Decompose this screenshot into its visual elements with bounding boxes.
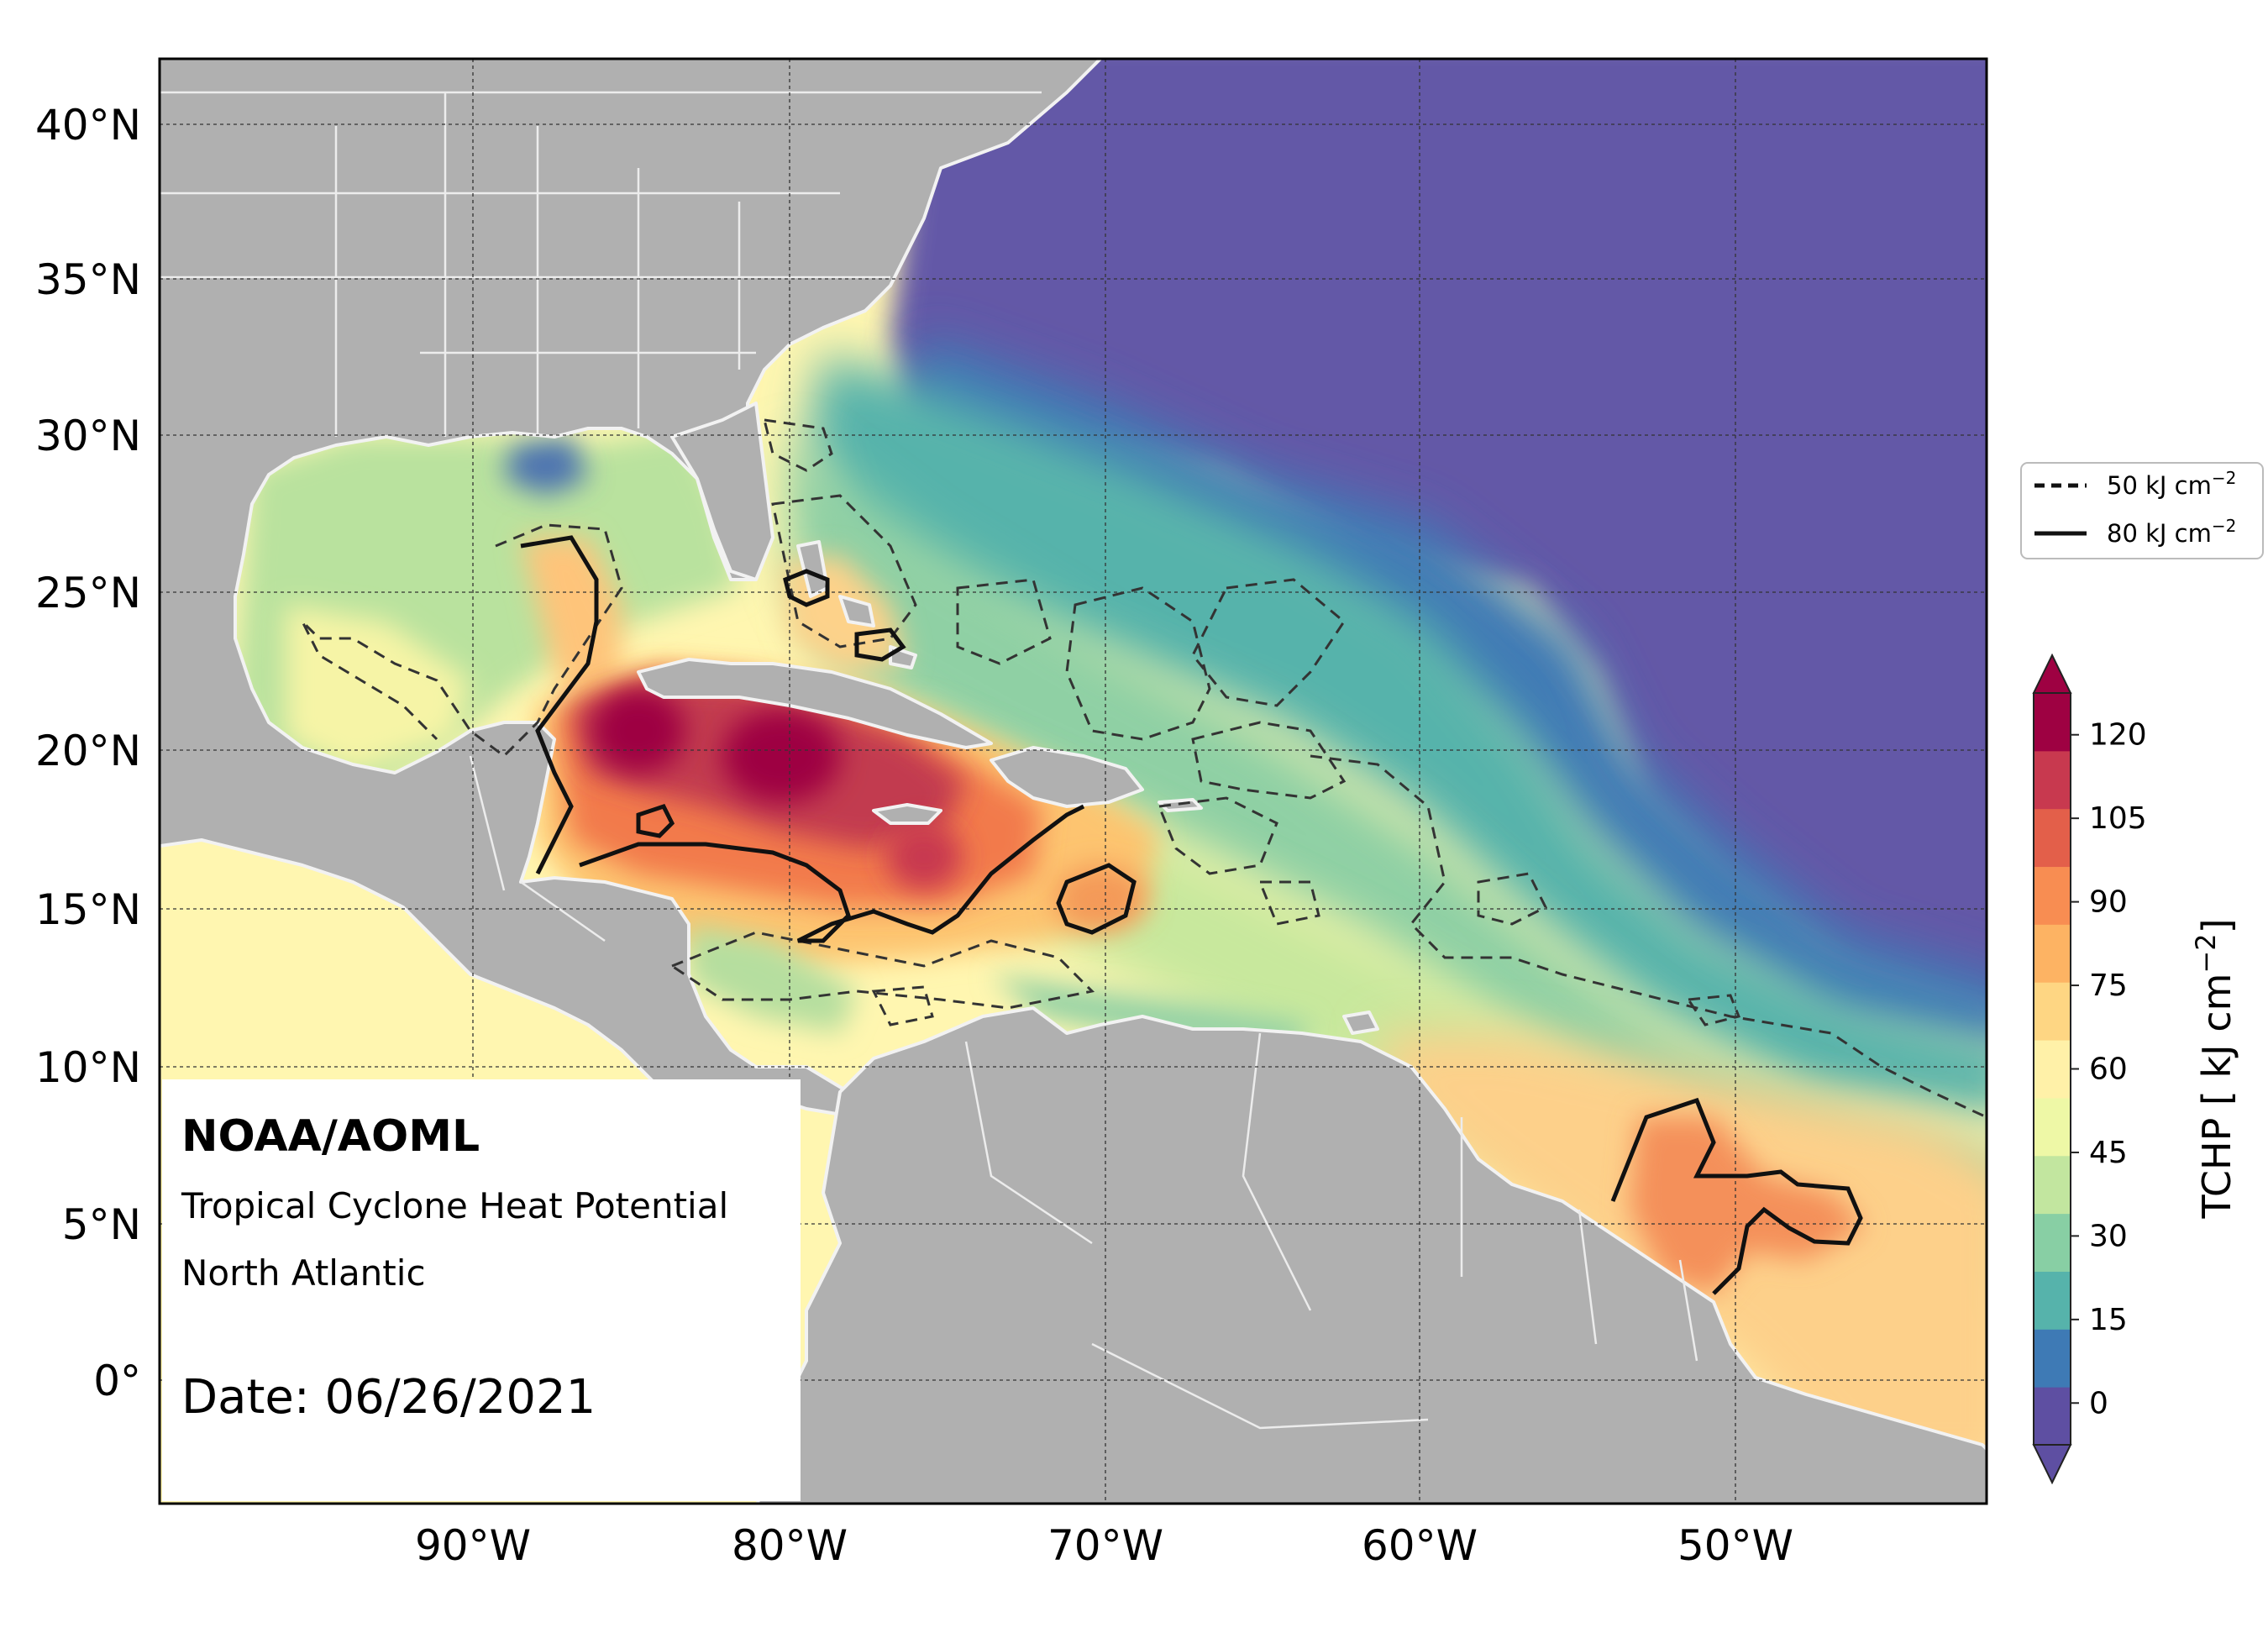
contour-legend: 50 kJ cm−2 80 kJ cm−2 [2020, 462, 2264, 559]
field-south-caribbean [689, 924, 857, 1033]
colorbar-segment [2034, 1387, 2071, 1446]
colorbar-tick-label: 0 [2089, 1386, 2108, 1420]
colorbar-label-end: ] [2194, 918, 2239, 933]
lat-label-25n: 25°N [35, 569, 141, 617]
legend-label-50-text: 50 kJ cm [2107, 471, 2212, 500]
lat-label-35n: 35°N [35, 255, 141, 304]
lon-label-90w: 90°W [415, 1521, 531, 1570]
colorbar-segment [2034, 808, 2071, 868]
info-region: North Atlantic [181, 1252, 426, 1294]
colorbar-segment [2034, 982, 2071, 1041]
field-teal [806, 353, 1987, 1114]
colorbar-tick-label: 30 [2089, 1219, 2128, 1253]
colorbar-bottom-arrow [2032, 1444, 2072, 1485]
lat-label-40n: 40°N [35, 101, 141, 150]
colorbar-segment [2034, 1271, 2071, 1330]
colorbar-label: TCHP [ kJ cm−2] [2190, 918, 2239, 1219]
info-product: Tropical Cyclone Heat Potential [181, 1185, 728, 1226]
colorbar-tick-label: 15 [2089, 1303, 2128, 1337]
colorbar-label-exp: −2 [2190, 933, 2222, 973]
colorbar-segment [2034, 924, 2071, 983]
colorbar-tick-label: 45 [2089, 1136, 2128, 1170]
land-puerto-rico [1158, 798, 1203, 812]
lat-label-30n: 30°N [35, 412, 141, 460]
legend-label-50-exp: −2 [2212, 468, 2236, 488]
colorbar-segment [2034, 1040, 2071, 1099]
colorbar-top-arrow [2032, 653, 2072, 694]
colorbar-tick-label: 105 [2089, 801, 2147, 836]
field-gulf-warm [286, 605, 470, 773]
field-core-1 [722, 710, 840, 802]
info-box: NOAA/AOML Tropical Cyclone Heat Potentia… [162, 1079, 801, 1501]
colorbar-segment [2034, 693, 2071, 752]
legend-label-80: 80 kJ cm−2 [2107, 516, 2236, 548]
land-florida [670, 402, 774, 581]
colorbar-ticks: 120 105 90 75 60 45 30 15 0 [2071, 718, 2147, 1420]
lat-label-0: 0° [93, 1357, 141, 1405]
lon-label-70w: 70°W [1047, 1521, 1163, 1570]
colorbar-segment [2034, 1329, 2071, 1388]
colorbar: 120 105 90 75 60 45 30 15 0 TCHP [ kJ cm−2] [2032, 653, 2239, 1485]
colorbar-tick-label: 60 [2089, 1053, 2128, 1087]
land-cuba [637, 658, 993, 749]
lat-label-15n: 15°N [35, 885, 141, 934]
lat-label-20n: 20°N [35, 727, 141, 775]
legend-label-80-text: 80 kJ cm [2107, 519, 2212, 548]
field-green [790, 437, 1987, 1222]
info-date: Date: 06/26/2021 [181, 1370, 596, 1425]
colorbar-segment [2034, 750, 2071, 810]
colorbar-label-main: TCHP [ kJ cm [2194, 974, 2239, 1220]
legend-label-50: 50 kJ cm−2 [2107, 468, 2236, 500]
colorbar-segment [2034, 1155, 2071, 1215]
map-area [160, 59, 1987, 1504]
political-borders [160, 91, 1698, 1430]
map-frame [158, 57, 1988, 1505]
info-box-background [162, 1079, 801, 1501]
land-jamaica [872, 803, 942, 825]
lon-label-80w: 80°W [732, 1521, 848, 1570]
contour-80 [520, 535, 1863, 1295]
contour-50 [301, 418, 1987, 1119]
lon-label-50w: 50°W [1677, 1521, 1793, 1570]
field-core-3 [886, 823, 962, 890]
colorbar-tick-label: 75 [2089, 969, 2128, 1003]
colorbar-segments [2034, 693, 2071, 1446]
lat-label-10n: 10°N [35, 1043, 141, 1092]
land-hispaniola [990, 746, 1144, 808]
land-trinidad [1342, 1011, 1379, 1035]
colorbar-segment [2034, 1213, 2071, 1272]
colorbar-segment [2034, 1097, 2071, 1157]
colorbar-tick-label: 90 [2089, 885, 2128, 920]
lon-label-60w: 60°W [1362, 1521, 1478, 1570]
field-gulf-cold [504, 437, 588, 496]
field-core-2 [592, 689, 685, 773]
lon-labels: 90°W 80°W 70°W 60°W 50°W [415, 1521, 1793, 1570]
lat-label-5n: 5°N [62, 1200, 141, 1249]
field-guiana-hot [1630, 1117, 1865, 1294]
info-org: NOAA/AOML [181, 1111, 480, 1162]
colorbar-tick-label: 120 [2089, 718, 2147, 753]
colorbar-segment [2034, 866, 2071, 925]
lat-labels: 40°N 35°N 30°N 25°N 20°N 15°N 10°N 5°N 0… [35, 101, 141, 1405]
legend-label-80-exp: −2 [2212, 516, 2236, 536]
land-bahamas-2 [838, 595, 875, 627]
